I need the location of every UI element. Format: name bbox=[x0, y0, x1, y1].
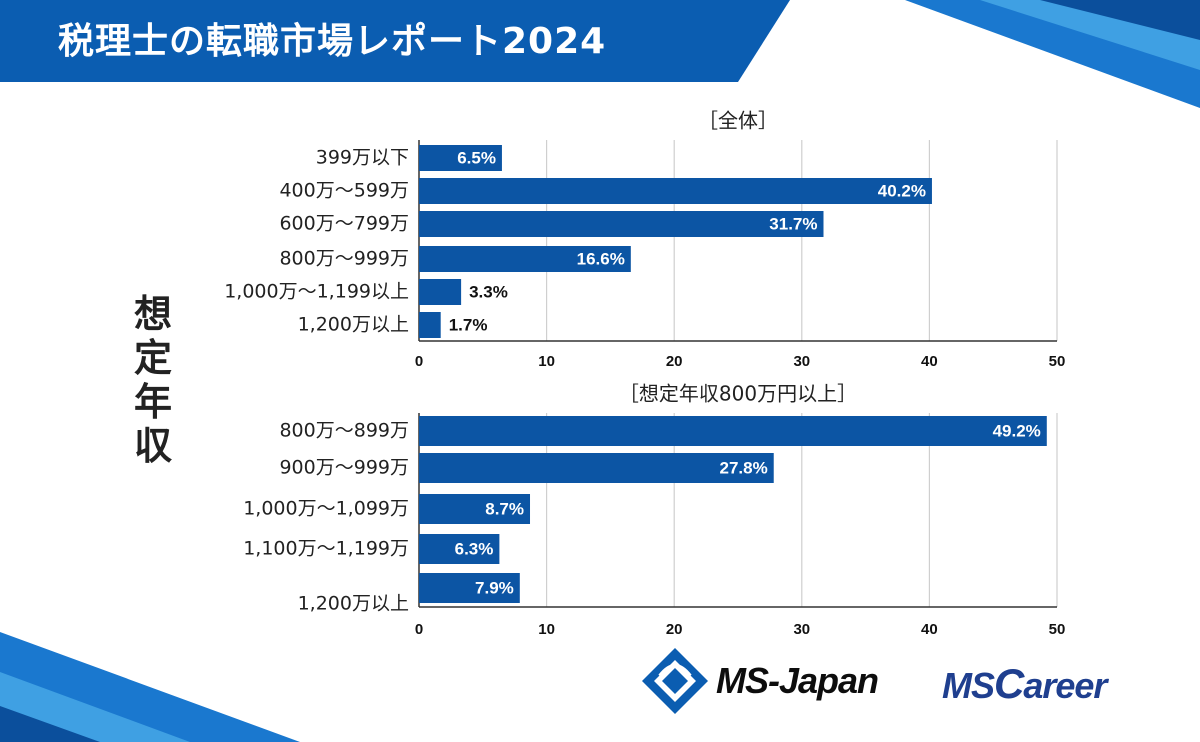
data-label: 8.7% bbox=[485, 499, 524, 518]
ms-career-prefix: MS bbox=[942, 665, 995, 706]
bottom-left-stripe-dark bbox=[0, 706, 100, 742]
chart-title: ［全体］ bbox=[698, 109, 778, 133]
data-label: 16.6% bbox=[577, 249, 625, 268]
data-label: 49.2% bbox=[993, 421, 1041, 440]
title-banner bbox=[0, 0, 790, 82]
bar bbox=[419, 211, 824, 237]
data-label: 40.2% bbox=[878, 181, 926, 200]
category-label: 399万以下 bbox=[316, 147, 409, 169]
bar bbox=[419, 178, 932, 204]
category-label: 400万～599万 bbox=[279, 180, 409, 202]
y-axis-label: 想 定 年 収 bbox=[128, 292, 178, 468]
x-tick-label: 20 bbox=[666, 621, 683, 638]
y-axis-label-char: 収 bbox=[133, 424, 172, 468]
ms-japan-logo-icon bbox=[642, 648, 708, 714]
data-label: 27.8% bbox=[720, 458, 768, 477]
category-label: 1,100万～1,199万 bbox=[243, 538, 409, 560]
category-label: 1,000万～1,199以上 bbox=[224, 281, 409, 303]
data-label: 1.7% bbox=[449, 315, 488, 334]
x-tick-label: 30 bbox=[793, 621, 810, 638]
x-tick-label: 40 bbox=[921, 621, 938, 638]
x-tick-label: 0 bbox=[415, 353, 423, 370]
bar bbox=[419, 453, 774, 483]
x-tick-label: 0 bbox=[415, 621, 423, 638]
category-label: 1,200万以上 bbox=[298, 593, 409, 615]
top-right-stripe-dark bbox=[1040, 0, 1200, 40]
y-axis-label-char: 年 bbox=[133, 380, 172, 424]
bar bbox=[419, 534, 500, 564]
category-label: 1,200万以上 bbox=[298, 314, 409, 336]
data-label: 6.3% bbox=[455, 539, 494, 558]
category-label: 600万～799万 bbox=[279, 213, 409, 235]
x-tick-label: 50 bbox=[1049, 353, 1066, 370]
x-tick-label: 10 bbox=[538, 353, 555, 370]
x-tick-label: 10 bbox=[538, 621, 555, 638]
bar bbox=[419, 494, 531, 524]
bar bbox=[419, 246, 631, 272]
ms-japan-logo-text: MS-Japan bbox=[716, 660, 879, 701]
data-label: 3.3% bbox=[469, 282, 508, 301]
ms-career-suffix: areer bbox=[1023, 665, 1107, 706]
bar bbox=[419, 573, 520, 603]
data-label: 7.9% bbox=[475, 578, 514, 597]
ms-career-letter: C bbox=[994, 660, 1024, 707]
bar bbox=[419, 145, 502, 171]
brand-logos: MS-Japan MSCareer bbox=[640, 646, 1180, 716]
data-label: 31.7% bbox=[769, 214, 817, 233]
category-label: 1,000万～1,099万 bbox=[243, 498, 409, 520]
chart-title: ［想定年収800万円以上］ bbox=[619, 382, 857, 406]
category-label: 900万～999万 bbox=[279, 457, 409, 479]
bar bbox=[419, 279, 462, 305]
page-title: 税理士の転職市場レポート2024 bbox=[58, 21, 607, 62]
category-label: 800万～899万 bbox=[279, 420, 409, 442]
ms-career-logo-text: MSCareer bbox=[942, 660, 1107, 708]
bar bbox=[419, 312, 441, 338]
y-axis-label-char: 想 bbox=[133, 292, 172, 336]
data-label: 6.5% bbox=[457, 148, 496, 167]
x-tick-label: 40 bbox=[921, 353, 938, 370]
category-label: 800万～999万 bbox=[279, 248, 409, 270]
x-tick-label: 20 bbox=[666, 353, 683, 370]
x-tick-label: 50 bbox=[1049, 621, 1066, 638]
x-tick-label: 30 bbox=[793, 353, 810, 370]
bar bbox=[419, 416, 1047, 446]
y-axis-label-char: 定 bbox=[133, 336, 172, 380]
